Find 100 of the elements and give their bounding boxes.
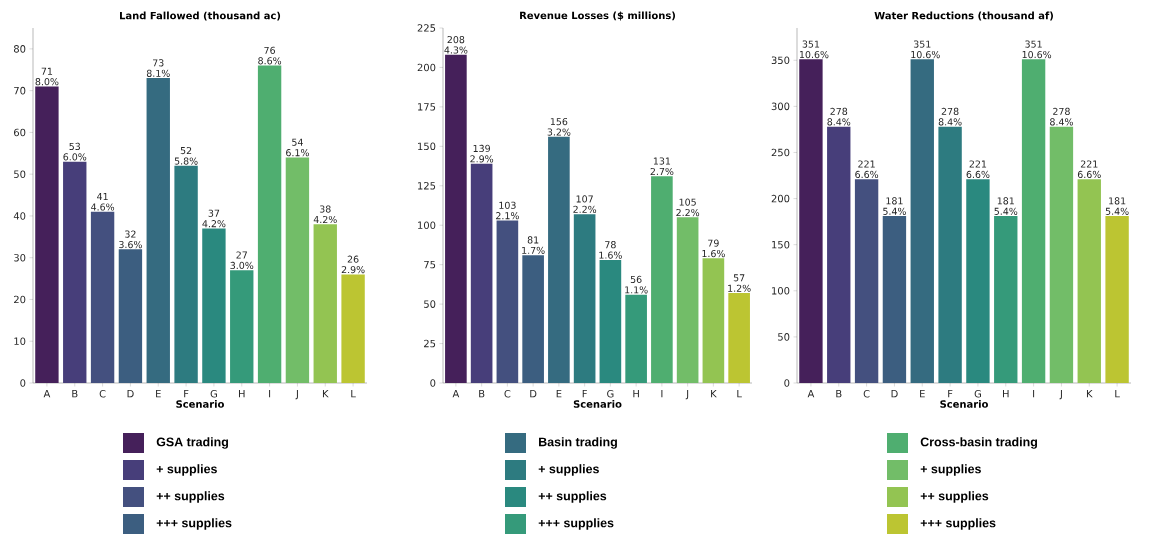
x-tick-label: E bbox=[556, 390, 562, 398]
y-tick-label: 0 bbox=[430, 379, 436, 387]
x-tick-label: K bbox=[1086, 390, 1093, 398]
x-tick-label: G bbox=[607, 390, 614, 398]
data-label: 53 6.0% bbox=[63, 142, 87, 161]
y-tick-label: 150 bbox=[418, 142, 436, 151]
x-tick-label: D bbox=[127, 390, 134, 398]
data-label: 181 5.4% bbox=[994, 197, 1018, 215]
x-tick-label: A bbox=[43, 390, 51, 398]
data-label: 107 2.2% bbox=[573, 195, 597, 213]
x-tick-label: I bbox=[661, 390, 663, 398]
x-tick-label: H bbox=[633, 390, 639, 398]
legend-label: Basin trading bbox=[539, 437, 617, 449]
data-label: 76 8.6% bbox=[258, 46, 282, 65]
legend-label: ++ supplies bbox=[538, 491, 607, 503]
x-tick-label: J bbox=[1059, 390, 1062, 400]
x-axis-title: Scenario bbox=[573, 400, 622, 408]
y-tick-label: 50 bbox=[14, 170, 26, 178]
x-tick-label: H bbox=[238, 390, 245, 398]
data-label: 26 2.9% bbox=[341, 255, 365, 274]
legend-label: + supplies bbox=[920, 464, 981, 476]
data-label: 351 10.6% bbox=[1022, 40, 1052, 59]
y-tick-label: 250 bbox=[771, 148, 790, 157]
y-tick-label: 70 bbox=[14, 86, 26, 95]
x-tick-label: L bbox=[1115, 390, 1120, 398]
data-label: 78 1.6% bbox=[599, 241, 622, 259]
y-tick-label: 200 bbox=[771, 194, 790, 203]
data-label: 278 8.4% bbox=[938, 107, 962, 126]
x-tick-label: E bbox=[920, 390, 925, 398]
x-axis-title: Scenario bbox=[940, 400, 988, 408]
x-tick-label: I bbox=[269, 390, 271, 398]
data-label: 105 2.2% bbox=[676, 198, 700, 217]
data-label: 181 5.4% bbox=[883, 197, 906, 215]
y-tick-label: 25 bbox=[424, 339, 436, 348]
x-tick-label: J bbox=[685, 390, 689, 400]
y-tick-label: 20 bbox=[14, 295, 26, 304]
y-tick-label: 175 bbox=[418, 103, 436, 111]
x-tick-label: H bbox=[1003, 390, 1009, 398]
legend-label: GSA trading bbox=[156, 437, 229, 449]
chart-title: Land Fallowed (thousand ac) bbox=[120, 11, 281, 21]
y-tick-label: 0 bbox=[784, 379, 790, 387]
x-tick-label: A bbox=[452, 390, 460, 398]
legend-label: +++ supplies bbox=[920, 518, 996, 530]
x-tick-label: J bbox=[295, 390, 298, 400]
x-axis-title: Scenario bbox=[176, 400, 224, 408]
y-tick-label: 150 bbox=[772, 240, 790, 249]
y-tick-label: 50 bbox=[424, 300, 436, 308]
legend-label: Cross-basin trading bbox=[920, 437, 1037, 449]
y-tick-label: 75 bbox=[424, 260, 436, 269]
data-label: 208 4.3% bbox=[444, 35, 468, 54]
x-tick-label: B bbox=[479, 390, 485, 398]
data-label: 351 10.6% bbox=[911, 40, 940, 59]
y-tick-label: 0 bbox=[20, 379, 26, 387]
y-tick-label: 40 bbox=[13, 212, 26, 220]
x-tick-label: L bbox=[737, 390, 742, 398]
y-tick-label: 225 bbox=[417, 24, 436, 32]
data-label: 57 1.2% bbox=[728, 274, 751, 292]
y-tick-label: 10 bbox=[14, 337, 26, 345]
data-label: 27 3.0% bbox=[230, 251, 254, 270]
legend-label: +++ supplies bbox=[156, 518, 232, 530]
data-label: 54 6.1% bbox=[286, 138, 309, 157]
x-tick-label: G bbox=[974, 390, 981, 398]
data-label: 221 6.6% bbox=[966, 160, 990, 179]
x-tick-label: E bbox=[156, 390, 161, 398]
y-tick-label: 100 bbox=[772, 287, 790, 295]
data-label: 278 8.4% bbox=[827, 107, 851, 126]
data-label: 221 6.6% bbox=[855, 160, 879, 179]
y-tick-label: 80 bbox=[13, 45, 26, 53]
x-tick-label: K bbox=[322, 390, 329, 398]
legend-label: + supplies bbox=[538, 464, 599, 476]
y-tick-label: 125 bbox=[418, 181, 436, 190]
data-label: 131 2.7% bbox=[650, 157, 674, 176]
x-tick-label: D bbox=[891, 390, 898, 398]
data-label: 221 6.6% bbox=[1077, 160, 1101, 179]
data-label: 81 1.7% bbox=[522, 236, 545, 254]
y-tick-label: 60 bbox=[14, 128, 26, 137]
x-tick-label: G bbox=[210, 390, 217, 398]
data-label: 139 2.9% bbox=[470, 144, 494, 163]
x-tick-label: F bbox=[582, 390, 587, 398]
data-label: 103 2.1% bbox=[496, 201, 519, 220]
data-label: 73 8.1% bbox=[146, 59, 170, 77]
x-tick-label: D bbox=[530, 390, 537, 398]
y-tick-label: 350 bbox=[771, 56, 790, 65]
y-tick-label: 30 bbox=[14, 253, 26, 262]
chart-title: Water Reductions (thousand af) bbox=[874, 11, 1053, 21]
legend-label: +++ supplies bbox=[538, 518, 614, 530]
x-tick-label: B bbox=[72, 390, 78, 398]
data-label: 37 4.2% bbox=[202, 209, 226, 228]
x-tick-label: A bbox=[807, 390, 815, 398]
data-label: 32 3.6% bbox=[119, 230, 142, 249]
legend-label: ++ supplies bbox=[920, 491, 989, 503]
x-tick-label: C bbox=[504, 390, 511, 398]
legend-label: ++ supplies bbox=[156, 491, 225, 503]
data-label: 56 1.1% bbox=[625, 275, 648, 294]
data-label: 79 1.6% bbox=[702, 239, 725, 258]
y-tick-label: 300 bbox=[771, 102, 790, 111]
y-tick-label: 200 bbox=[417, 63, 436, 72]
x-tick-label: F bbox=[948, 390, 953, 398]
data-label: 41 4.6% bbox=[91, 193, 115, 211]
x-tick-label: K bbox=[711, 390, 717, 398]
